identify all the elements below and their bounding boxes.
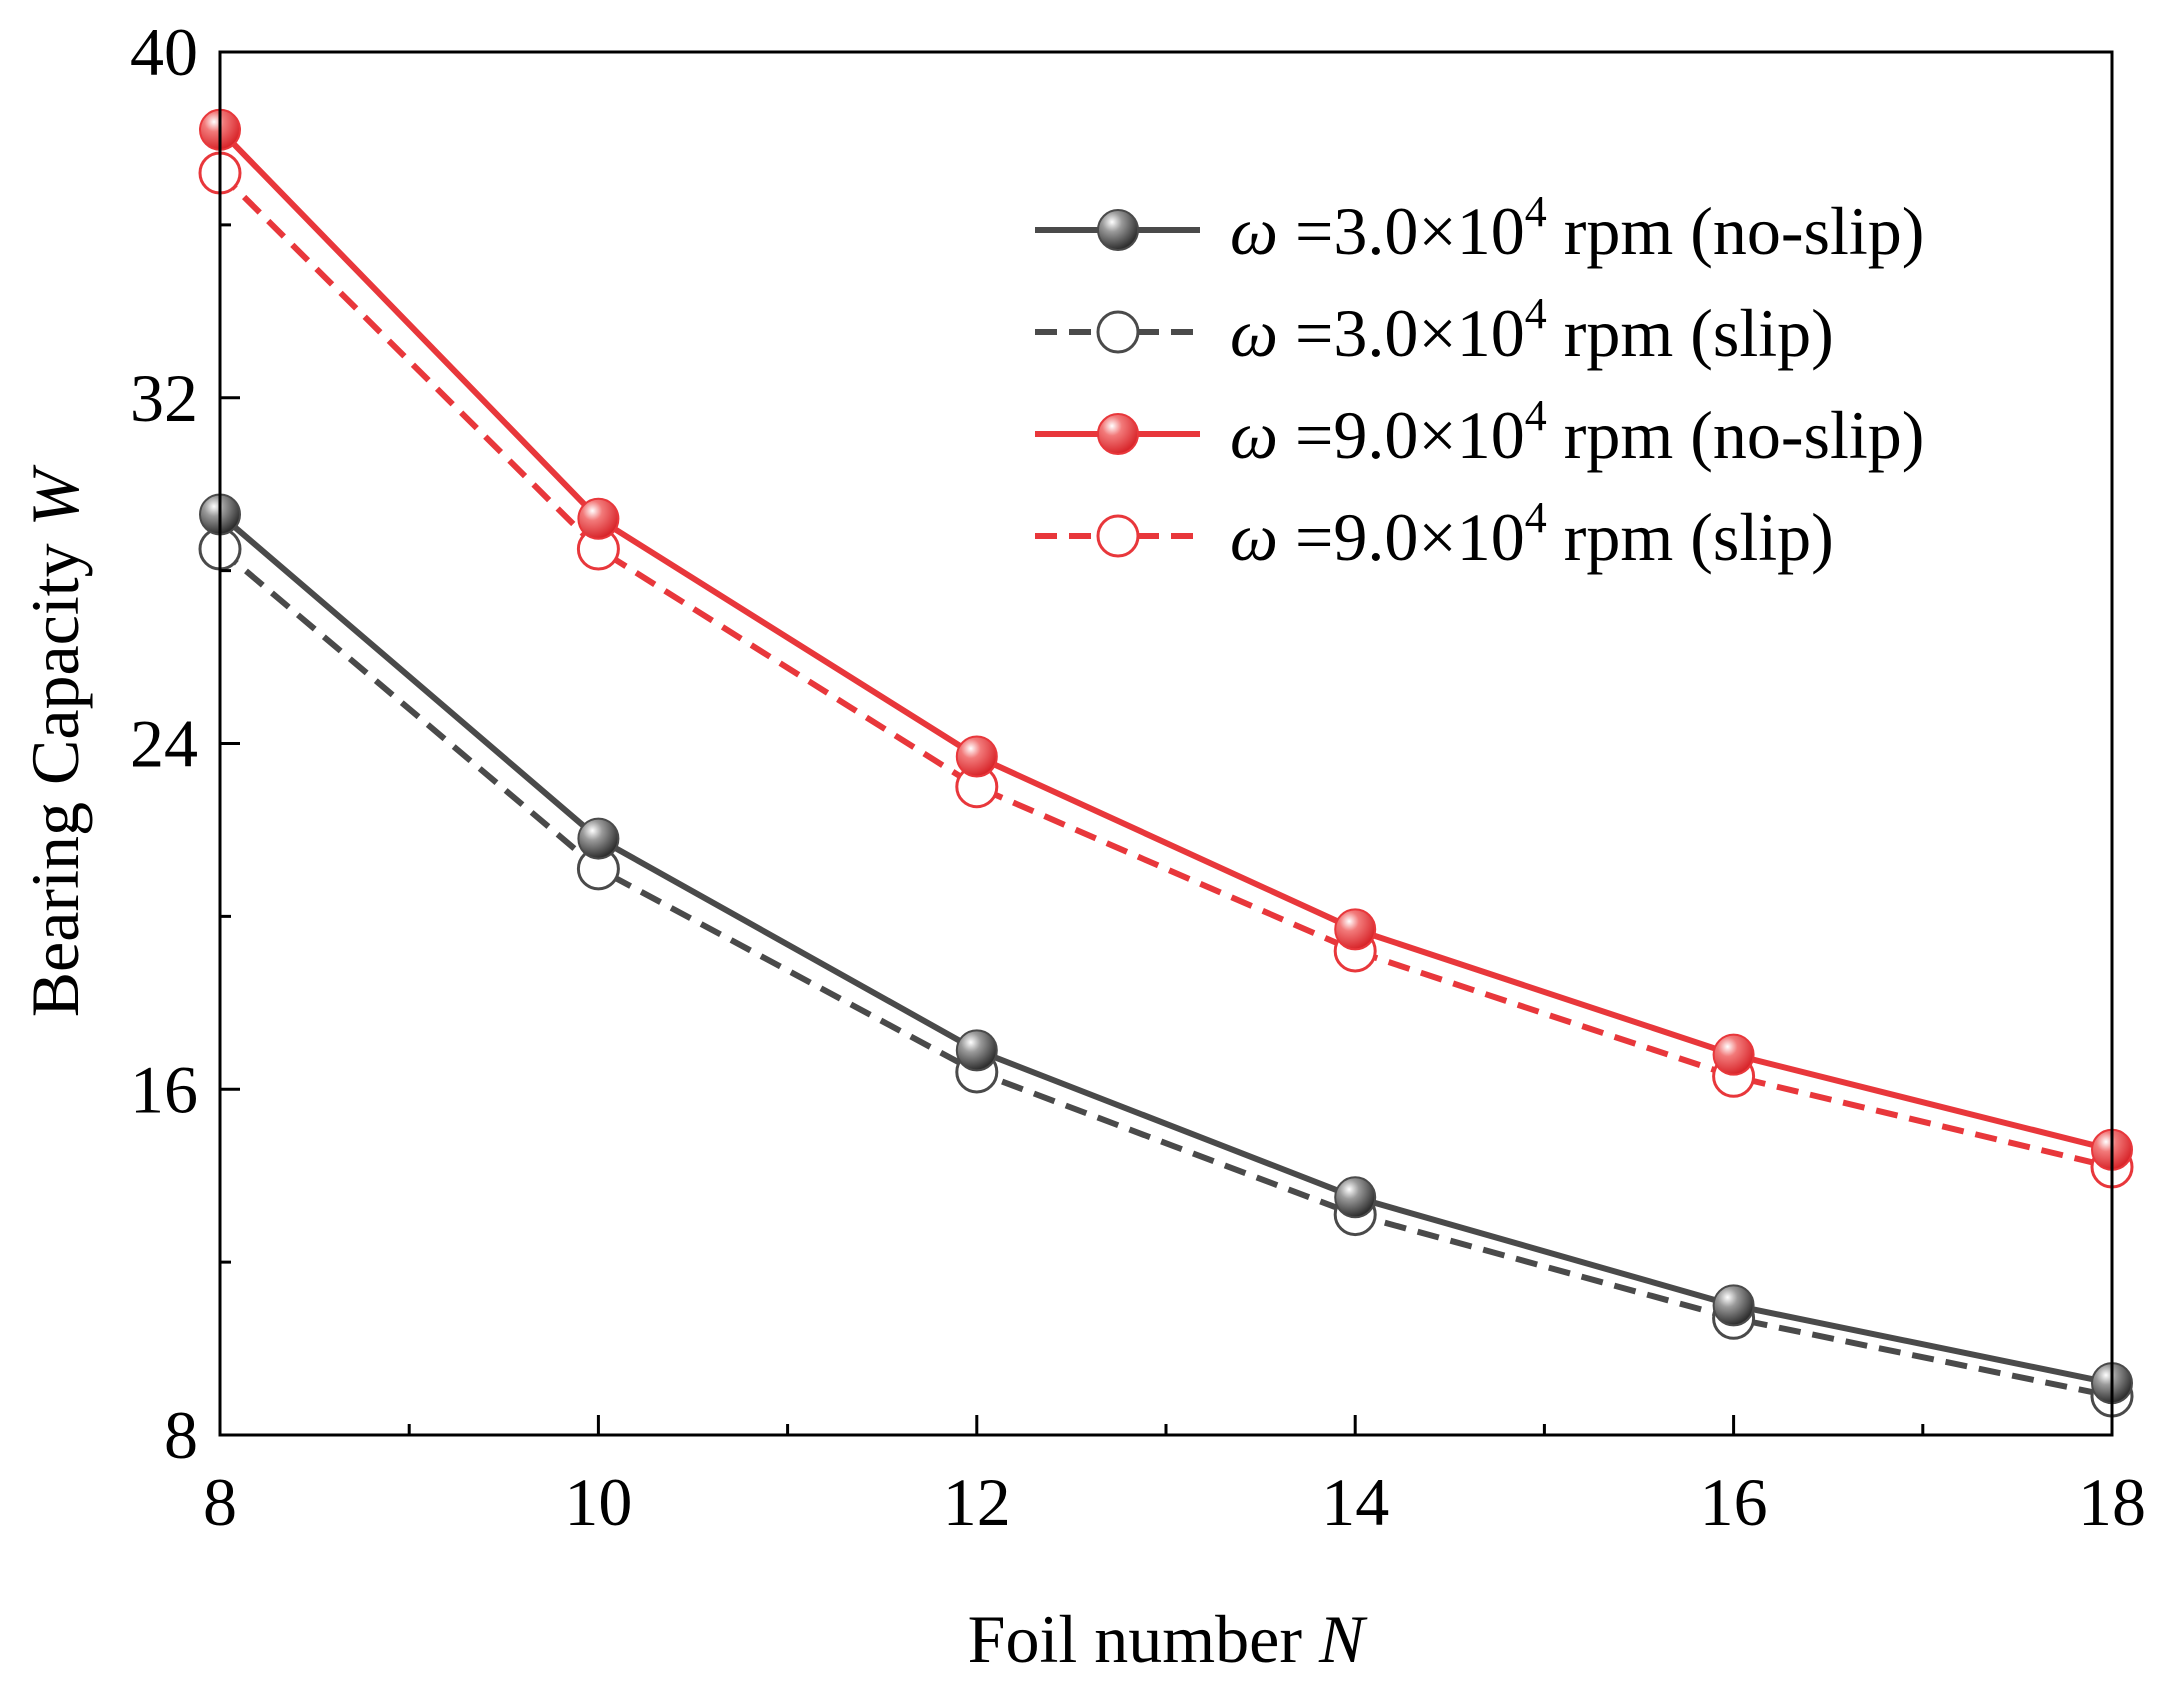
legend-item-3: ω =9.0×104 rpm (slip) xyxy=(1035,493,1834,575)
x-axis-title: Foil number N xyxy=(968,1601,1368,1677)
legend-symbol: ω xyxy=(1230,397,1278,473)
legend-exponent: 4 xyxy=(1525,493,1547,542)
legend-label: ω =9.0×104 rpm (slip) xyxy=(1230,493,1834,575)
y-tick-label: 32 xyxy=(130,360,198,436)
y-tick-label: 24 xyxy=(130,706,198,782)
y-axis-title: Bearing Capacity W xyxy=(17,464,93,1017)
series-line xyxy=(217,170,2113,1170)
series-line xyxy=(217,127,2113,1153)
legend-exponent: 4 xyxy=(1525,187,1547,236)
legend-tail: rpm (slip) xyxy=(1547,499,1834,575)
series-markers-3 xyxy=(198,151,2134,1189)
data-point xyxy=(1334,908,1377,951)
data-point xyxy=(1712,1284,1755,1327)
y-axis-variable: W xyxy=(17,464,93,526)
series-line xyxy=(218,546,2113,1400)
series-2 xyxy=(217,127,2113,1153)
legend-item-2: ω =9.0×104 rpm (no-slip) xyxy=(1035,391,1924,473)
legend-tail: rpm (no-slip) xyxy=(1547,397,1925,473)
series-0 xyxy=(218,512,2113,1387)
legend-marker xyxy=(1096,310,1140,354)
x-tick-label: 8 xyxy=(203,1464,237,1540)
legend-tail: rpm (no-slip) xyxy=(1547,193,1925,269)
y-tick-label: 40 xyxy=(130,14,198,90)
legend: ω =3.0×104 rpm (no-slip) ω =3.0×104 rpm (… xyxy=(1035,187,1924,575)
legend-symbol: ω xyxy=(1230,295,1278,371)
x-tick-label: 18 xyxy=(2078,1464,2146,1540)
legend-tail: rpm (slip) xyxy=(1547,295,1834,371)
legend-marker xyxy=(1097,413,1139,455)
x-tick-label: 10 xyxy=(564,1464,632,1540)
legend-label: ω =3.0×104 rpm (slip) xyxy=(1230,289,1834,371)
x-tick-label: 14 xyxy=(1321,1464,1389,1540)
data-point xyxy=(955,735,998,778)
legend-symbol: ω xyxy=(1230,499,1278,575)
legend-exponent: 4 xyxy=(1525,289,1547,338)
x-tick-label: 12 xyxy=(943,1464,1011,1540)
legend-marker xyxy=(1096,514,1140,558)
data-point xyxy=(1712,1033,1755,1076)
legend-label: ω =9.0×104 rpm (no-slip) xyxy=(1230,391,1924,473)
legend-exponent: 4 xyxy=(1525,391,1547,440)
legend-label: ω =3.0×104 rpm (no-slip) xyxy=(1230,187,1924,269)
y-tick-label: 16 xyxy=(130,1051,198,1127)
series-markers-1 xyxy=(198,527,2134,1418)
x-axis-variable: N xyxy=(1318,1601,1368,1677)
y-tick-label: 8 xyxy=(164,1397,198,1473)
x-tick-label: 16 xyxy=(1700,1464,1768,1540)
data-point xyxy=(1334,1176,1377,1219)
plot-area xyxy=(198,108,2134,1418)
series-1 xyxy=(218,546,2113,1400)
series-line xyxy=(218,512,2113,1387)
legend-symbol: ω xyxy=(1230,193,1278,269)
axes: 8 10 12 14 16 18 8 16 24 32 40 xyxy=(130,14,2146,1540)
data-point xyxy=(955,1029,998,1072)
series-markers-0 xyxy=(199,493,2133,1405)
legend-item-0: ω =3.0×104 rpm (no-slip) xyxy=(1035,187,1924,269)
data-point xyxy=(577,817,620,860)
legend-item-1: ω =3.0×104 rpm (slip) xyxy=(1035,289,1834,371)
data-point xyxy=(577,497,620,540)
legend-marker xyxy=(1097,209,1139,251)
series-3 xyxy=(217,170,2113,1170)
